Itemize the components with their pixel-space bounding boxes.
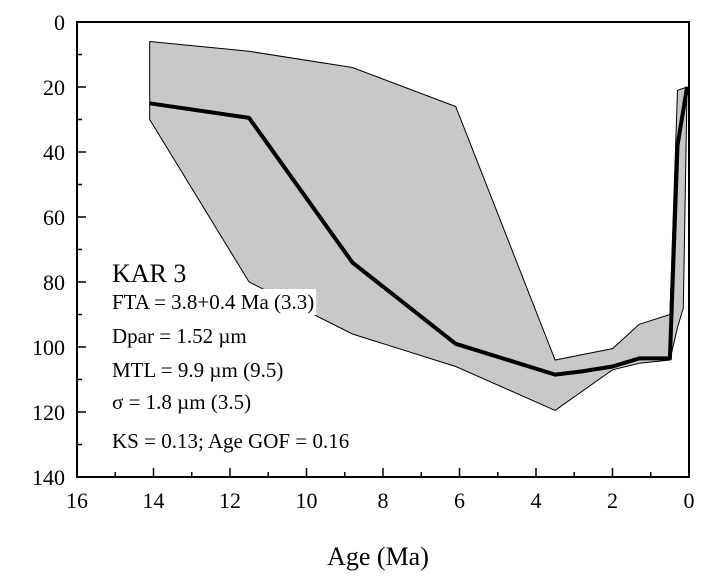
y-tick-label: 80 [43, 270, 65, 295]
x-tick-label: 6 [454, 488, 465, 513]
y-tick-label: 40 [43, 140, 65, 165]
annotation-dpar: Dpar = 1.52 µm [112, 324, 247, 348]
x-tick-label: 2 [607, 488, 618, 513]
x-tick-label: 16 [66, 488, 88, 513]
x-tick-label: 14 [143, 488, 165, 513]
x-axis-title: Age (Ma) [327, 542, 429, 571]
annotation-sigma: σ = 1.8 µm (3.5) [112, 390, 251, 414]
annotation-mtl: MTL = 9.9 µm (9.5) [112, 358, 283, 382]
y-tick-label: 100 [32, 335, 65, 360]
x-tick-label: 8 [378, 488, 389, 513]
annotation-fta: FTA = 3.8+0.4 Ma (3.3) [112, 290, 314, 314]
envelope-area [149, 40, 688, 411]
annotation-background [110, 357, 286, 383]
annotation-background [110, 323, 249, 349]
x-tick-label: 4 [531, 488, 542, 513]
x-tick-label: 0 [684, 488, 695, 513]
series-line-0 [149, 86, 690, 377]
annotation-background [110, 428, 352, 454]
annotation-sample: KAR 3 [112, 259, 186, 288]
y-tick-label: 60 [43, 205, 65, 230]
x-tick-label: 10 [296, 488, 318, 513]
annotation-ks-gof: KS = 0.13; Age GOF = 0.16 [112, 429, 349, 453]
x-tick-label: 12 [219, 488, 241, 513]
annotation-background [110, 389, 254, 415]
annotation-box: KAR 3 FTA = 3.8+0.4 Ma (3.3) Dpar = 1.52… [110, 259, 352, 454]
y-tick-label: 0 [54, 10, 65, 35]
y-tick-label: 140 [32, 465, 65, 490]
y-tick-label: 120 [32, 400, 65, 425]
annotation-background [110, 289, 317, 315]
y-tick-label: 20 [43, 75, 65, 100]
